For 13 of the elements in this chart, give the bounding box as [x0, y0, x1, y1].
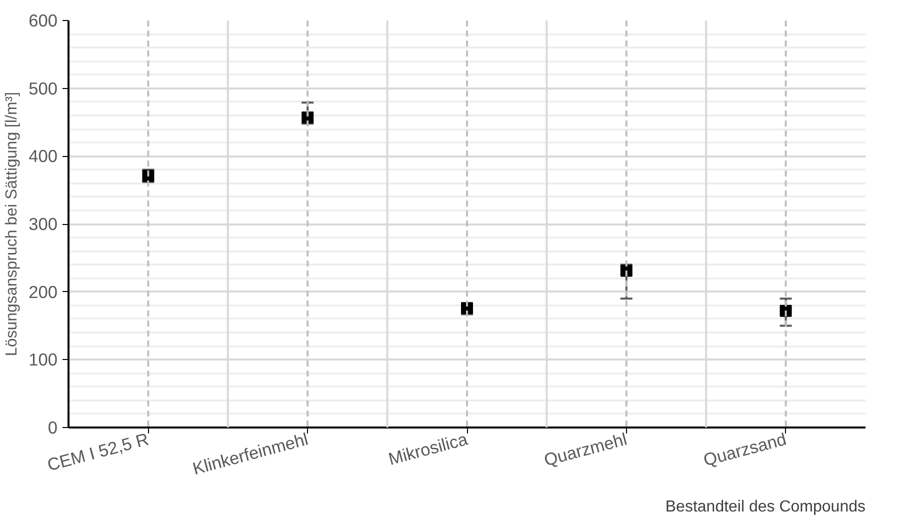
point	[620, 264, 632, 277]
y-tick-label: 0	[48, 418, 58, 438]
point	[461, 302, 473, 314]
y-tick-label: 500	[28, 78, 58, 98]
y-tick-label: 200	[28, 282, 58, 302]
y-tick-label: 300	[28, 214, 58, 234]
y-tick-label: 100	[28, 350, 58, 370]
y-tick-label: 600	[28, 10, 58, 30]
y-tick-label: 400	[28, 146, 58, 166]
y-axis-title: Lösungsanspruch bei Sättigung [l/m³]	[4, 92, 21, 356]
point	[780, 304, 792, 317]
x-axis-title: Bestandteil des Compounds	[665, 498, 866, 516]
x-tick-label: Mikrosilica	[386, 428, 470, 469]
